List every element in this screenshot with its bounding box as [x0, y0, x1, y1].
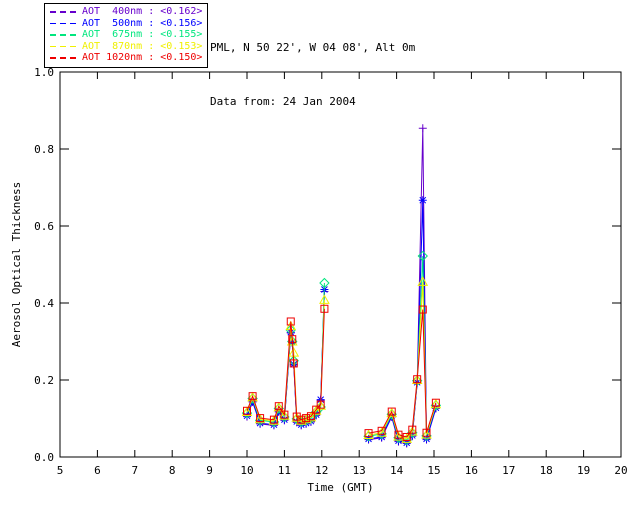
data-date: Data from: 24 Jan 2004: [210, 95, 356, 108]
svg-text:9: 9: [206, 464, 213, 477]
svg-text:17: 17: [502, 464, 515, 477]
legend-line-sample: [50, 45, 77, 47]
svg-text:0.8: 0.8: [34, 143, 54, 156]
svg-text:6: 6: [94, 464, 101, 477]
legend-line-sample: [50, 11, 77, 13]
svg-text:20: 20: [614, 464, 627, 477]
legend-line-sample: [50, 57, 77, 59]
svg-text:12: 12: [315, 464, 328, 477]
svg-text:18: 18: [540, 464, 553, 477]
legend-item-aot-1020nm: AOT 1020nm : <0.150>: [50, 52, 202, 64]
series-aot-1020nm: [243, 304, 440, 441]
legend-label: AOT 675nm : <0.155>: [82, 29, 203, 41]
legend-line-sample: [50, 34, 77, 36]
legend-label: AOT 870nm : <0.153>: [82, 40, 203, 52]
svg-text:7: 7: [131, 464, 138, 477]
header-info: PML, N 50 22', W 04 08', Alt 0m Data fro…: [210, 3, 415, 147]
svg-text:8: 8: [169, 464, 176, 477]
svg-text:1.0: 1.0: [34, 66, 54, 79]
svg-text:16: 16: [465, 464, 478, 477]
legend-label: AOT 500nm : <0.156>: [82, 17, 203, 29]
svg-text:0.4: 0.4: [34, 297, 54, 310]
legend-item-aot-400nm: AOT 400nm : <0.162>: [50, 6, 202, 18]
legend-item-aot-500nm: AOT 500nm : <0.156>: [50, 18, 202, 30]
legend: AOT 400nm : <0.162> AOT 500nm : <0.156> AO…: [44, 3, 209, 68]
svg-text:11: 11: [278, 464, 291, 477]
svg-text:5: 5: [57, 464, 64, 477]
svg-text:Aerosol Optical Thickness: Aerosol Optical Thickness: [10, 182, 23, 348]
legend-item-aot-675nm: AOT 675nm : <0.155>: [50, 29, 202, 41]
station-location: PML, N 50 22', W 04 08', Alt 0m: [210, 41, 416, 54]
svg-text:15: 15: [427, 464, 440, 477]
series-aot-675nm: [241, 250, 442, 446]
svg-text:10: 10: [240, 464, 253, 477]
axes: 5 6 7 8 9 10 11 12 13 14 15 16 17 18 19 20 0.0 0.2 0.4 0.6 0…: [10, 66, 628, 494]
svg-text:0.6: 0.6: [34, 220, 54, 233]
svg-text:19: 19: [577, 464, 590, 477]
series-aot-870nm: [241, 276, 442, 443]
legend-label: AOT 1020nm : <0.150>: [82, 52, 203, 64]
svg-text:Time (GMT): Time (GMT): [307, 481, 373, 494]
svg-text:14: 14: [390, 464, 404, 477]
legend-label: AOT 400nm : <0.162>: [82, 6, 203, 18]
svg-text:13: 13: [353, 464, 366, 477]
series-aot-500nm: [243, 196, 440, 447]
legend-item-aot-870nm: AOT 870nm : <0.153>: [50, 41, 202, 53]
svg-text:0.0: 0.0: [34, 451, 54, 464]
series-aot-400nm: [243, 124, 440, 448]
svg-text:0.2: 0.2: [34, 374, 54, 387]
legend-line-sample: [50, 22, 77, 24]
